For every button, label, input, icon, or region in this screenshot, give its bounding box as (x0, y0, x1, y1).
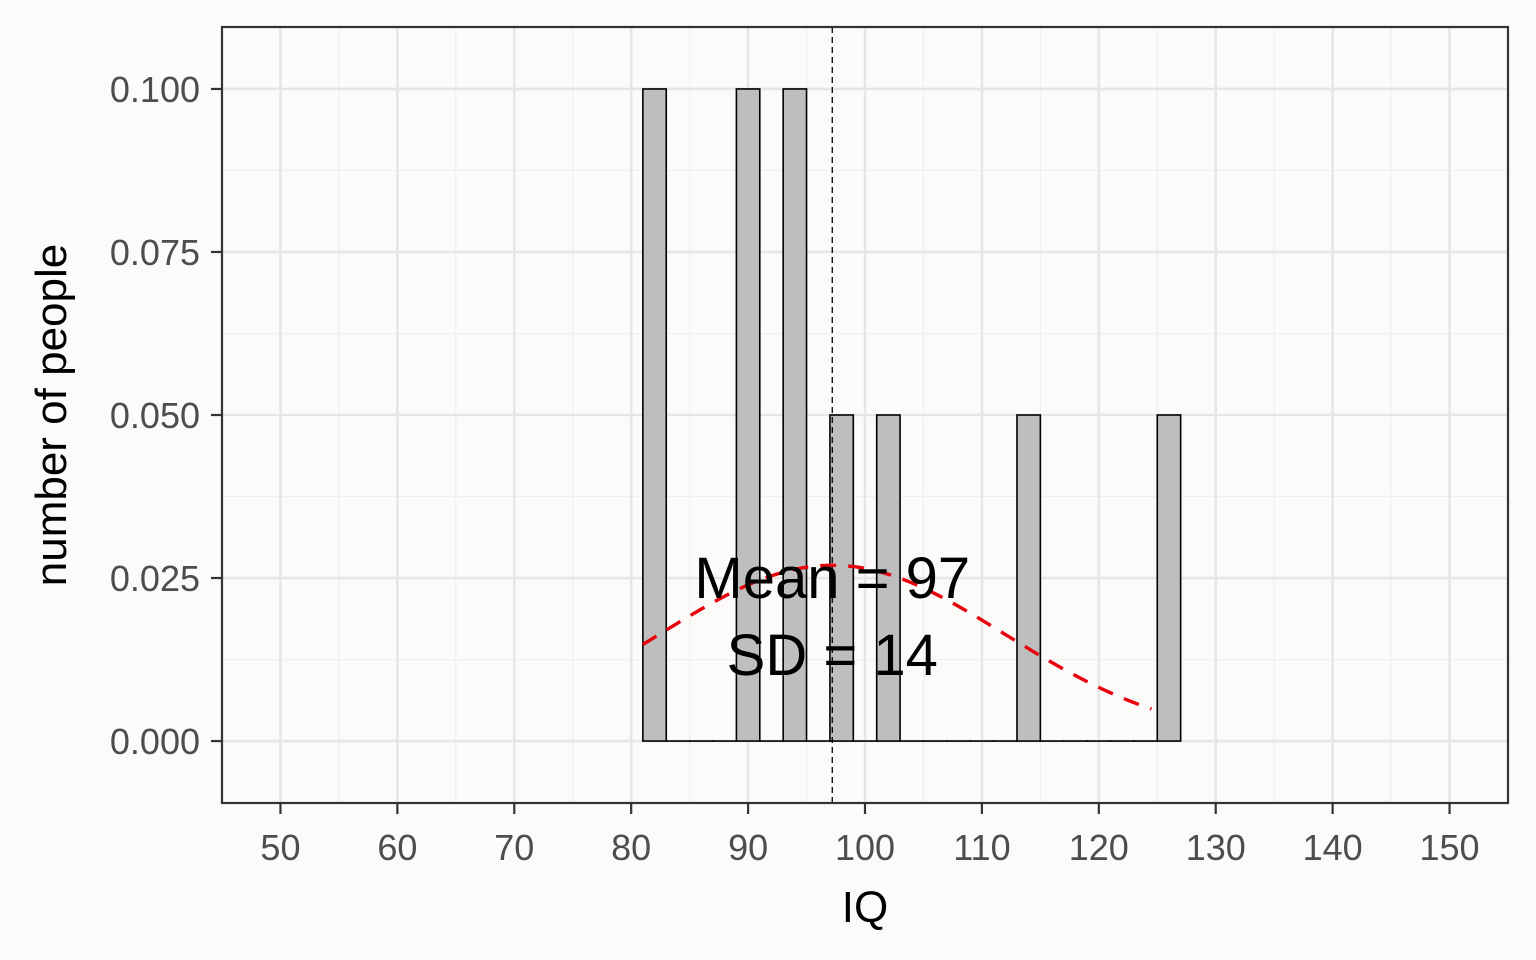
y-tick-label: 0.050 (110, 395, 200, 436)
x-tick-label: 110 (953, 827, 1010, 868)
y-tick-label: 0.075 (110, 232, 200, 273)
histogram-bar (1016, 414, 1042, 742)
annotation-layer: Mean = 97 SD = 14 (694, 546, 970, 688)
grid-lines (222, 27, 1508, 803)
normal-curve (641, 563, 1152, 711)
normal-curve-layer (641, 563, 1152, 711)
x-tick-label: 80 (611, 827, 651, 868)
x-axis-title: IQ (842, 883, 888, 932)
x-tick-label: 90 (728, 827, 768, 868)
x-tick-label: 60 (377, 827, 417, 868)
y-axis: 0.000 0.025 0.050 0.075 0.100 (110, 69, 222, 762)
x-tick-label: 130 (1186, 827, 1246, 868)
histogram-bar (642, 88, 668, 742)
histogram-bar (735, 88, 761, 742)
y-axis-title: number of people (27, 244, 76, 586)
histogram-bar (782, 88, 808, 742)
y-tick-label: 0.025 (110, 558, 200, 599)
x-tick-label: 50 (260, 827, 300, 868)
x-tick-label: 70 (494, 827, 534, 868)
y-tick-label: 0.000 (110, 721, 200, 762)
x-axis: 50 60 70 80 90 100 110 120 130 140 150 (260, 803, 1480, 868)
histogram-bars (642, 88, 1182, 742)
x-tick-label: 140 (1303, 827, 1363, 868)
histogram-bar (875, 414, 901, 742)
x-tick-label: 100 (835, 827, 895, 868)
histogram-bar (829, 414, 855, 742)
y-tick-label: 0.100 (110, 69, 200, 110)
x-tick-label: 120 (1069, 827, 1129, 868)
mean-annotation: Mean = 97 (694, 546, 970, 611)
sd-annotation: SD = 14 (727, 623, 938, 688)
histogram-bar (1156, 414, 1182, 742)
x-tick-label: 150 (1420, 827, 1480, 868)
